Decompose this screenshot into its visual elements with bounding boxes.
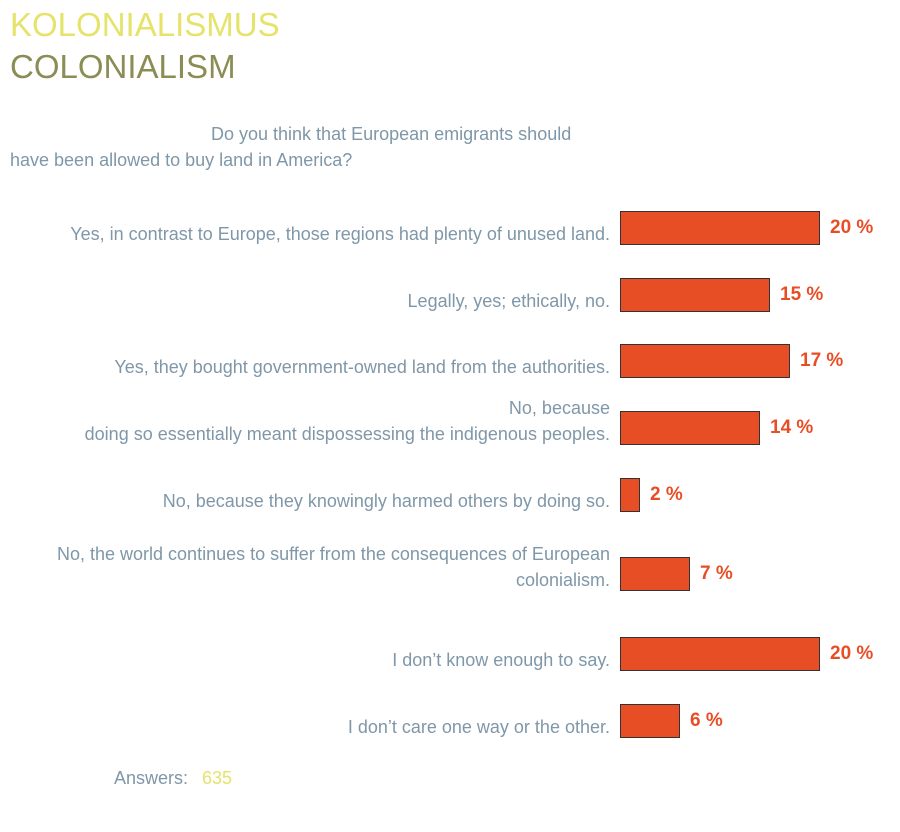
title: KOLONIALISMUS (10, 6, 280, 43)
category-label: I don’t know enough to say. (392, 650, 610, 670)
subtitle: COLONIALISM (10, 48, 236, 85)
category-label: Yes, they bought government-owned land f… (114, 357, 610, 377)
value-label: 2 % (650, 484, 683, 505)
value-label: 20 % (830, 217, 874, 238)
bar (620, 637, 820, 671)
category-label: No, because doing so essentially meant d… (84, 398, 610, 444)
category-label: Yes, in contrast to Europe, those region… (70, 224, 610, 244)
bar (620, 278, 770, 312)
bar (620, 478, 640, 512)
category-label: Legally, yes; ethically, no. (407, 291, 610, 311)
answers-count: 635 (202, 768, 233, 788)
value-label: 7 % (700, 563, 733, 584)
bar (620, 704, 680, 738)
value-label: 20 % (830, 643, 874, 664)
bar (620, 211, 820, 245)
bar (620, 557, 690, 591)
value-label: 6 % (690, 710, 723, 731)
value-label: 15 % (780, 284, 824, 305)
value-label: 14 % (770, 417, 814, 438)
question: Do you think that European emigrants sho… (10, 124, 572, 170)
bar (620, 344, 790, 378)
value-label: 17 % (800, 350, 844, 371)
bar (620, 411, 760, 445)
answers-label: Answers: (114, 768, 189, 788)
category-label: No, because they knowingly harmed others… (162, 491, 610, 511)
category-label: No, the world continues to suffer from t… (57, 544, 610, 590)
category-label: I don’t care one way or the other. (347, 717, 610, 737)
